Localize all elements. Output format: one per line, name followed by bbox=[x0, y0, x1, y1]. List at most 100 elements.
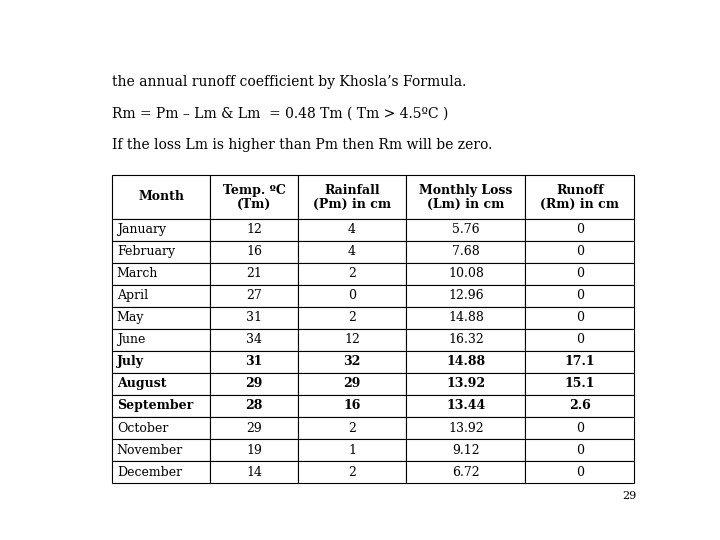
Bar bbox=[526, 395, 634, 417]
Text: 28: 28 bbox=[246, 400, 263, 413]
Bar bbox=[406, 175, 526, 219]
Text: 14.88: 14.88 bbox=[448, 312, 484, 325]
Text: 13.92: 13.92 bbox=[446, 377, 485, 390]
Text: 0: 0 bbox=[576, 312, 584, 325]
Bar bbox=[526, 307, 634, 329]
Text: 14.88: 14.88 bbox=[446, 355, 485, 368]
Text: 29: 29 bbox=[246, 422, 262, 435]
Text: 7.68: 7.68 bbox=[452, 245, 480, 258]
Text: 2: 2 bbox=[348, 267, 356, 280]
Bar bbox=[297, 285, 406, 307]
Text: 0: 0 bbox=[576, 289, 584, 302]
Text: June: June bbox=[117, 333, 145, 346]
Bar bbox=[406, 285, 526, 307]
Bar bbox=[406, 241, 526, 263]
Bar bbox=[406, 329, 526, 351]
Bar bbox=[526, 263, 634, 285]
Text: the annual runoff coefficient by Khosla’s Formula.: the annual runoff coefficient by Khosla’… bbox=[112, 75, 467, 89]
Bar bbox=[526, 241, 634, 263]
Bar bbox=[406, 351, 526, 373]
Text: (Pm) in cm: (Pm) in cm bbox=[313, 198, 391, 211]
Text: Runoff: Runoff bbox=[556, 184, 603, 197]
Text: 0: 0 bbox=[576, 267, 584, 280]
Text: Rainfall: Rainfall bbox=[324, 184, 380, 197]
Bar bbox=[210, 395, 297, 417]
Bar bbox=[406, 461, 526, 483]
Text: 0: 0 bbox=[576, 465, 584, 478]
Text: 31: 31 bbox=[246, 355, 263, 368]
Text: 16: 16 bbox=[343, 400, 361, 413]
Bar bbox=[210, 417, 297, 439]
Text: July: July bbox=[117, 355, 144, 368]
Bar bbox=[406, 373, 526, 395]
Text: 19: 19 bbox=[246, 443, 262, 456]
Bar bbox=[297, 219, 406, 241]
Text: 5.76: 5.76 bbox=[452, 223, 480, 236]
Text: May: May bbox=[117, 312, 144, 325]
Text: 13.44: 13.44 bbox=[446, 400, 485, 413]
Bar bbox=[210, 351, 297, 373]
Bar bbox=[297, 373, 406, 395]
Bar bbox=[526, 461, 634, 483]
Bar bbox=[526, 329, 634, 351]
Text: 29: 29 bbox=[623, 491, 637, 502]
Bar bbox=[112, 439, 210, 461]
Bar bbox=[526, 417, 634, 439]
Bar bbox=[297, 263, 406, 285]
Text: 6.72: 6.72 bbox=[452, 465, 480, 478]
Text: September: September bbox=[117, 400, 193, 413]
Bar bbox=[526, 175, 634, 219]
Text: 1: 1 bbox=[348, 443, 356, 456]
Bar bbox=[112, 395, 210, 417]
Bar bbox=[526, 351, 634, 373]
Text: 9.12: 9.12 bbox=[452, 443, 480, 456]
Bar bbox=[297, 175, 406, 219]
Text: 0: 0 bbox=[576, 333, 584, 346]
Text: 29: 29 bbox=[246, 377, 263, 390]
Bar bbox=[112, 461, 210, 483]
Text: March: March bbox=[117, 267, 158, 280]
Bar bbox=[526, 285, 634, 307]
Text: 0: 0 bbox=[576, 223, 584, 236]
Bar bbox=[210, 307, 297, 329]
Text: February: February bbox=[117, 245, 175, 258]
Bar bbox=[210, 439, 297, 461]
Text: 2: 2 bbox=[348, 422, 356, 435]
Text: 2: 2 bbox=[348, 465, 356, 478]
Bar bbox=[297, 461, 406, 483]
Text: Rm = Pm – Lm & Lm  = 0.48 Tm ( Tm > 4.5ºC ): Rm = Pm – Lm & Lm = 0.48 Tm ( Tm > 4.5ºC… bbox=[112, 106, 449, 120]
Bar bbox=[406, 307, 526, 329]
Bar bbox=[112, 307, 210, 329]
Bar bbox=[210, 219, 297, 241]
Bar bbox=[406, 439, 526, 461]
Bar bbox=[297, 241, 406, 263]
Text: 12: 12 bbox=[246, 223, 262, 236]
Text: 17.1: 17.1 bbox=[564, 355, 595, 368]
Bar bbox=[297, 395, 406, 417]
Text: October: October bbox=[117, 422, 168, 435]
Text: Temp. ºC: Temp. ºC bbox=[222, 184, 285, 197]
Text: 27: 27 bbox=[246, 289, 262, 302]
Bar bbox=[526, 373, 634, 395]
Text: 0: 0 bbox=[348, 289, 356, 302]
Text: (Rm) in cm: (Rm) in cm bbox=[540, 198, 619, 211]
Text: December: December bbox=[117, 465, 182, 478]
Bar bbox=[112, 373, 210, 395]
Bar bbox=[297, 329, 406, 351]
Bar bbox=[297, 439, 406, 461]
Text: 4: 4 bbox=[348, 245, 356, 258]
Text: 10.08: 10.08 bbox=[448, 267, 484, 280]
Bar bbox=[526, 439, 634, 461]
Bar bbox=[297, 351, 406, 373]
Text: (Lm) in cm: (Lm) in cm bbox=[427, 198, 505, 211]
Bar bbox=[112, 351, 210, 373]
Text: 34: 34 bbox=[246, 333, 262, 346]
Bar bbox=[112, 219, 210, 241]
Text: November: November bbox=[117, 443, 183, 456]
Text: 12.96: 12.96 bbox=[448, 289, 484, 302]
Text: April: April bbox=[117, 289, 148, 302]
Text: 29: 29 bbox=[343, 377, 361, 390]
Bar bbox=[406, 263, 526, 285]
Text: 32: 32 bbox=[343, 355, 361, 368]
Bar bbox=[112, 241, 210, 263]
